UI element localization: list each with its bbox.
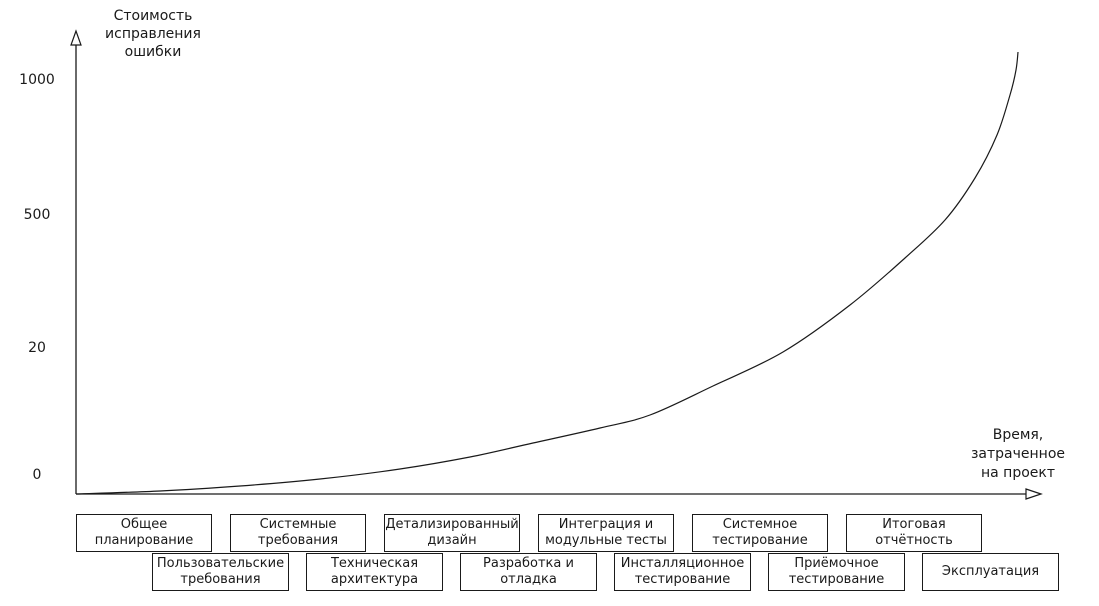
y-tick-500: 500 xyxy=(23,207,51,223)
phase-box: Техническая архитектура xyxy=(306,553,443,591)
phase-box: Разработка и отладка xyxy=(460,553,597,591)
y-tick-0: 0 xyxy=(32,467,42,483)
phase-box: Интеграция и модульные тесты xyxy=(538,514,674,552)
phase-box: Приёмочное тестирование xyxy=(768,553,905,591)
phase-box: Инсталляционное тестирование xyxy=(614,553,751,591)
phase-box: Системные требования xyxy=(230,514,366,552)
phase-box: Пользовательские требования xyxy=(152,553,289,591)
y-tick-20: 20 xyxy=(28,340,46,356)
y-tick-1000: 1000 xyxy=(19,72,55,88)
phase-box: Детализированный дизайн xyxy=(384,514,520,552)
y-axis-arrow-icon xyxy=(70,29,82,46)
phase-box: Общее планирование xyxy=(76,514,212,552)
x-axis-arrow-icon xyxy=(1025,488,1043,500)
phase-box: Итоговая отчётность xyxy=(846,514,982,552)
x-axis-title: Время, затраченное на проект xyxy=(970,427,1065,481)
phase-row-top: Общее планирование Системные требования Де… xyxy=(76,514,982,552)
phase-box: Системное тестирование xyxy=(692,514,828,552)
y-axis-title: Стоимость исправления ошибки xyxy=(105,8,201,60)
cost-curve xyxy=(75,51,1019,495)
phase-row-bottom: Пользовательские требования Техническая а… xyxy=(152,553,1059,591)
phase-box: Эксплуатация xyxy=(922,553,1059,591)
